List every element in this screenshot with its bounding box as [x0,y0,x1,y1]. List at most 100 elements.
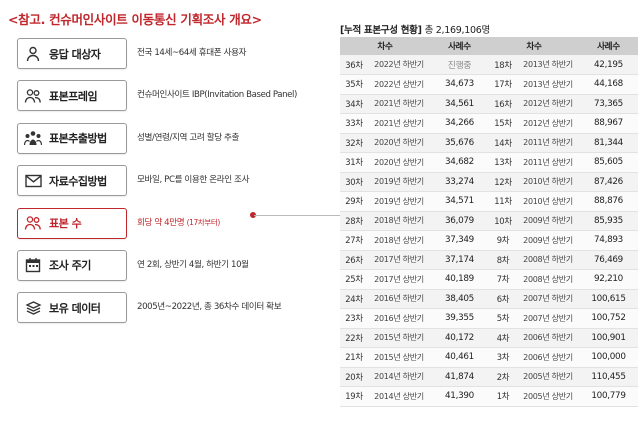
table-row: 35차 2022년 상반기 34,673 17차 2013년 상반기 44,168 [340,74,638,95]
table-title-label: [누적 표본구성 현황] [340,25,422,36]
overview-item-desc-text: 연 2회, 상반기 4월, 하반기 10월 [137,259,249,270]
overview-item-sample-frame: 표본프레임 컨슈머인사이트 IBP(Invitation Based Panel) [17,80,337,112]
cell-period-right: 2008년 하반기 [517,250,579,270]
cell-count-left: 40,189 [430,269,489,290]
cell-period-right: 2005년 상반기 [517,386,579,407]
connector-dot [250,212,256,218]
overview-item-desc-text: 2005년~2022년, 총 36차수 데이터 확보 [137,302,282,313]
stack-icon [24,299,42,317]
cell-period-left: 2020년 하반기 [368,133,430,153]
table-row: 21차 2015년 상반기 40,461 3차 2006년 상반기 100,000 [340,347,638,368]
cell-count-right: 85,605 [579,152,638,173]
cell-round-left: 20차 [340,367,368,387]
overview-item-desc-sub: (17차부터) [186,217,221,227]
overview-item-box: 조사 주기 [17,249,127,281]
cell-count-left: 40,461 [430,347,489,368]
cell-round-right: 4차 [489,328,517,348]
cell-count-left: 41,390 [430,386,489,407]
cell-period-left: 2022년 하반기 [368,55,430,75]
overview-item-box: 보유 데이터 [17,292,127,324]
cell-round-left: 23차 [340,308,368,329]
cell-count-left: 36,079 [430,211,489,231]
overview-item-label: 표본프레임 [49,89,98,103]
cell-round-left: 21차 [340,347,368,368]
cell-period-left: 2016년 하반기 [368,289,430,309]
cell-period-right: 2009년 상반기 [517,230,579,251]
cell-round-right: 16차 [489,94,517,114]
cell-count-right: 88,967 [579,113,638,134]
cell-count-left: 34,571 [430,191,489,212]
cell-count-left: 39,355 [430,308,489,329]
cell-period-left: 2015년 상반기 [368,347,430,368]
cell-count-right: 87,426 [579,172,638,192]
cell-period-left: 2017년 상반기 [368,269,430,290]
overview-item-data-collection: 자료수집방법 모바일, PC를 이용한 온라인 조사 [17,165,337,197]
table-row: 29차 2019년 상반기 34,571 11차 2010년 상반기 88,876 [340,191,638,212]
header-round-left: 차수 [340,37,430,55]
table-row: 32차 2020년 하반기 35,676 14차 2011년 하반기 81,344 [340,133,638,153]
cell-period-right: 2005년 하반기 [517,367,579,387]
cell-round-left: 19차 [340,386,368,407]
cell-round-right: 17차 [489,74,517,95]
cell-period-left: 2021년 하반기 [368,94,430,114]
cell-count-right: 100,615 [579,289,638,309]
table-title: [누적 표본구성 현황] 총 2,169,106명 [340,22,490,36]
table-row: 23차 2016년 상반기 39,355 5차 2007년 상반기 100,752 [340,308,638,329]
cell-round-left: 32차 [340,133,368,153]
person-icon [24,45,42,63]
cell-count-right: 74,893 [579,230,638,251]
cell-period-right: 2010년 상반기 [517,191,579,212]
overview-item-desc-text: 전국 14세~64세 휴대폰 사용자 [137,48,247,58]
envelope-icon [24,172,42,190]
cell-count-right: 88,876 [579,191,638,212]
overview-item-box: 자료수집방법 [17,165,127,197]
cell-round-right: 18차 [489,55,517,75]
cell-round-left: 24차 [340,289,368,309]
table-header-row: 차수 사례수 차수 사례수 [340,37,638,55]
cell-count-right: 100,000 [579,347,638,368]
cell-round-right: 1차 [489,386,517,407]
table-row: 28차 2018년 하반기 36,079 10차 2009년 하반기 85,935 [340,211,638,231]
cell-count-left: 33,274 [430,172,489,192]
overview-item-desc-text: 컨슈머인사이트 IBP(Invitation Based Panel) [137,90,297,101]
overview-item-desc-text: 모바일, PC를 이용한 온라인 조사 [137,175,250,186]
overview-item-retained-data: 보유 데이터 2005년~2022년, 총 36차수 데이터 확보 [17,292,337,324]
table-row: 27차 2018년 상반기 37,349 9차 2009년 상반기 74,893 [340,230,638,251]
cell-count-right: 73,365 [579,94,638,114]
cell-period-left: 2019년 하반기 [368,172,430,192]
overview-item-desc: 컨슈머인사이트 IBP(Invitation Based Panel) [137,88,297,100]
cell-count-right: 76,469 [579,250,638,270]
cell-round-left: 28차 [340,211,368,231]
overview-item-survey-cycle: 조사 주기 연 2회, 상반기 4월, 하반기 10월 [17,249,337,281]
overview-item-label: 표본 수 [49,217,82,231]
overview-item-label: 표본추출방법 [49,132,107,146]
overview-item-box: 표본추출방법 [17,122,127,154]
cell-count-left: 35,676 [430,133,489,153]
overview-item-desc: 회당 약 4만명 (17차부터) [137,216,220,228]
page-title: <참고. 컨슈머인사이트 이동통신 기획조사 개요> [8,12,262,27]
header-round-right: 차수 [489,37,579,55]
cell-round-left: 29차 [340,191,368,212]
table-row: 26차 2017년 하반기 37,174 8차 2008년 하반기 76,469 [340,250,638,270]
cell-period-left: 2015년 하반기 [368,328,430,348]
header-count-right: 사례수 [579,37,638,55]
overview-item-box: 응답 대상자 [17,38,127,69]
cell-period-right: 2007년 상반기 [517,308,579,329]
sample-table: 차수 사례수 차수 사례수 36차 2022년 하반기 진행중 18차 2013년 하반… [340,37,638,407]
cell-round-right: 9차 [489,230,517,251]
cell-period-left: 2018년 상반기 [368,230,430,251]
table-row: 36차 2022년 하반기 진행중 18차 2013년 하반기 42,195 [340,55,638,75]
cell-count-right: 81,344 [579,133,638,153]
cell-count-left: 34,673 [430,74,489,95]
cell-count-right: 100,779 [579,386,638,407]
table-row: 20차 2014년 하반기 41,874 2차 2005년 하반기 110,455 [340,367,638,387]
cell-count-right: 92,210 [579,269,638,290]
overview-item-desc-text: 회당 약 4만명 [137,217,185,228]
cell-period-left: 2022년 상반기 [368,74,430,95]
connector-line [254,215,340,216]
overview-item-box: 표본프레임 [17,80,127,112]
cell-count-left: 37,349 [430,230,489,251]
table-row: 25차 2017년 상반기 40,189 7차 2008년 상반기 92,210 [340,269,638,290]
cell-period-right: 2013년 상반기 [517,74,579,95]
